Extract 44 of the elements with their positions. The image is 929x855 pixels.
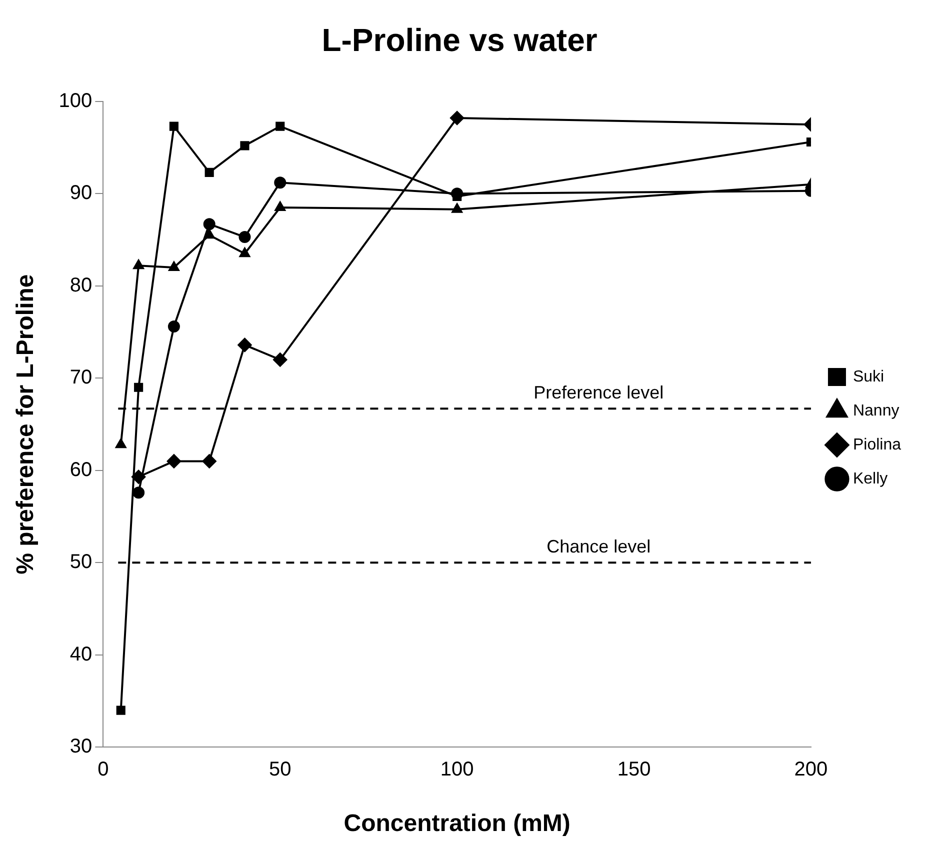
x-axis-title: Concentration (mM) <box>344 810 570 838</box>
x-tick-label: 100 <box>440 758 474 781</box>
legend-label: Suki <box>852 368 884 386</box>
point <box>134 382 144 392</box>
point <box>274 176 286 189</box>
point <box>169 122 178 131</box>
point <box>202 454 216 468</box>
x-tick-label: 0 <box>98 758 109 781</box>
y-tick-label: 100 <box>58 90 92 112</box>
x-tick-label: 150 <box>617 758 651 781</box>
y-tick-label: 70 <box>70 366 92 389</box>
point <box>239 248 250 258</box>
point <box>238 231 251 244</box>
point <box>274 201 286 211</box>
point <box>168 320 180 333</box>
y-tick-label: 60 <box>70 458 92 481</box>
y-tick-label: 40 <box>70 643 92 666</box>
ref-line-label: Chance level <box>546 536 651 557</box>
point <box>116 438 126 448</box>
y-tick-label: 80 <box>70 274 92 296</box>
point <box>452 203 462 213</box>
point <box>166 454 181 468</box>
legend-label: Kelly <box>852 470 888 488</box>
x-tick-label: 50 <box>268 758 292 781</box>
x-tick-label: 200 <box>794 758 828 781</box>
y-axis-title: % preference for L-Proline <box>12 274 40 574</box>
ref-line-label: Preference level <box>534 382 664 403</box>
point <box>133 260 144 270</box>
point <box>276 122 285 131</box>
point <box>116 706 126 715</box>
y-tick-label: 90 <box>70 182 92 204</box>
y-tick-label: 50 <box>70 551 92 574</box>
chart-title: L-Proline vs water <box>322 22 598 58</box>
point <box>240 141 250 150</box>
point <box>450 111 464 126</box>
legend-label: Piolina <box>852 436 902 454</box>
point <box>238 338 252 352</box>
legend-label: Nanny <box>852 402 900 420</box>
point <box>273 352 288 367</box>
point <box>203 218 216 230</box>
point <box>132 486 145 499</box>
y-tick-label: 30 <box>70 736 92 758</box>
point <box>168 261 180 271</box>
point <box>204 168 214 177</box>
